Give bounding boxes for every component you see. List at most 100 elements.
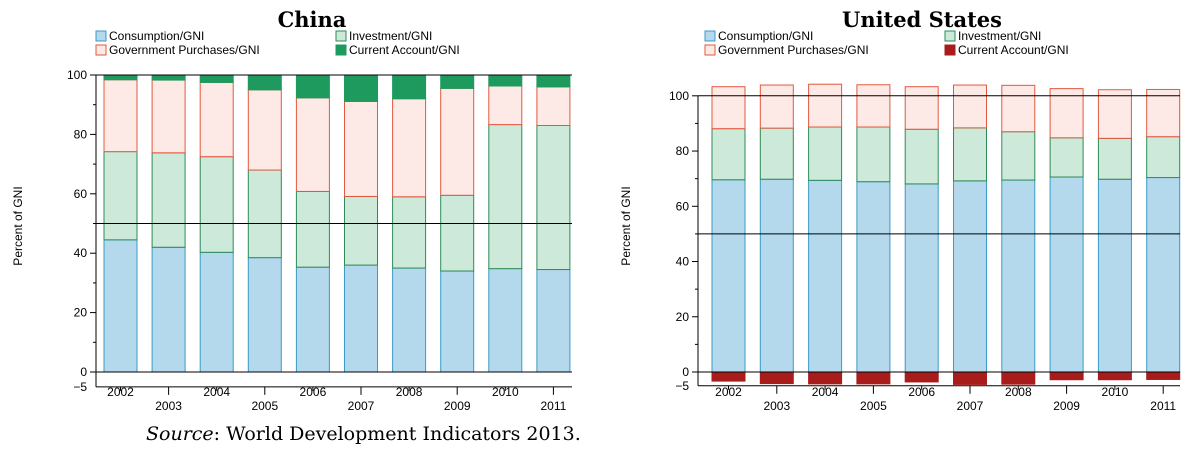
bar-segment (151, 74, 186, 81)
bar-segment (1146, 136, 1181, 179)
legend-entry: Consumption/GNI (109, 29, 204, 43)
legend-swatch (704, 30, 716, 42)
legend-swatch (704, 44, 716, 56)
bar-segment (199, 251, 234, 373)
y-tick-label: 60 (676, 199, 690, 213)
bar-segment (808, 83, 843, 128)
bar-segment (856, 84, 891, 128)
bar-segment (536, 269, 571, 373)
bar-segment (759, 127, 794, 180)
chart-title: United States (842, 7, 1002, 32)
x-tick-label: 2002 (107, 385, 134, 399)
bar-segment (1001, 371, 1036, 385)
bar-segment (711, 128, 746, 181)
bar-segment (392, 98, 427, 198)
y-tick-label: 40 (74, 246, 88, 260)
source-text: : World Development Indicators 2013. (213, 423, 581, 445)
bar-segment (199, 156, 234, 253)
bar-segment (1049, 88, 1084, 139)
bar-segment (488, 74, 523, 87)
x-tick-label: 2009 (1053, 399, 1080, 413)
chart-china: China Consumption/GNI Investment/GNI Govern… (11, 7, 572, 413)
x-tick-label: 2002 (715, 385, 742, 399)
y-tick-label: 100 (67, 68, 87, 82)
legend-entry: Government Purchases/GNI (109, 43, 260, 57)
bar-segment (440, 74, 475, 89)
bar-segment (392, 74, 427, 100)
bar-segment (1049, 371, 1084, 381)
legend-swatch (335, 44, 347, 56)
bar-segment (536, 86, 571, 126)
bar-segment (247, 257, 282, 373)
source-label: Source (146, 423, 214, 445)
bar-segment (199, 74, 234, 83)
x-tick-label: 2005 (251, 399, 278, 413)
x-tick-label: 2007 (957, 399, 984, 413)
bar-segment (711, 179, 746, 373)
chart-title: China (278, 7, 347, 32)
bar-segment (344, 195, 378, 266)
bar-segment (344, 264, 378, 373)
bar-segment (488, 268, 523, 373)
x-tick-label: 2004 (203, 385, 230, 399)
bar-segment (1146, 88, 1181, 138)
bar-segment (103, 239, 138, 373)
bar-segment (295, 190, 330, 268)
bar-segment (1049, 176, 1084, 373)
y-tick-label: −5 (73, 380, 87, 394)
bar-segment (247, 89, 282, 171)
bar-segment (392, 196, 427, 269)
legend-entry: Current Account/GNI (958, 43, 1069, 57)
bar-segment (344, 100, 378, 197)
bar-segment (904, 86, 939, 130)
bar-segment (953, 180, 987, 373)
legend-entry: Consumption/GNI (718, 29, 813, 43)
bar-segment (1097, 178, 1132, 373)
bar-segment (1001, 179, 1036, 373)
bar-segment (536, 124, 571, 271)
bar-segment (488, 85, 523, 126)
y-tick-label: 20 (676, 310, 690, 324)
y-tick-label: 20 (74, 306, 88, 320)
bar-segment (488, 124, 523, 270)
bar-segment (295, 266, 330, 373)
legend-swatch (335, 30, 347, 42)
legend-entry: Government Purchases/GNI (718, 43, 869, 57)
x-tick-label: 2007 (348, 399, 375, 413)
bar-segment (440, 194, 475, 272)
bar-segment (1097, 89, 1132, 139)
bar-segment (1097, 371, 1132, 381)
bar-segment (808, 371, 843, 385)
bar-segment (151, 152, 186, 248)
bar-segment (295, 97, 330, 192)
x-tick-label: 2008 (396, 385, 423, 399)
bar-segment (808, 126, 843, 181)
bar-segment (1001, 131, 1036, 181)
bar-segment (392, 267, 427, 373)
bar-segment (1146, 371, 1181, 380)
legend-swatch (944, 30, 956, 42)
x-tick-label: 2006 (908, 385, 935, 399)
bar-segment (953, 84, 987, 129)
y-tick-label: 0 (80, 365, 87, 379)
y-axis-label: Percent of GNI (619, 186, 633, 265)
bar-segment (344, 74, 378, 102)
bar-segment (808, 179, 843, 373)
x-tick-label: 2011 (540, 399, 566, 413)
figure: China Consumption/GNI Investment/GNI Govern… (11, 7, 1181, 413)
bar-segment (1146, 177, 1181, 373)
bar-segment (904, 183, 939, 373)
bar-segment (759, 178, 794, 373)
x-tick-label: 2003 (763, 399, 790, 413)
y-axis-label: Percent of GNI (11, 186, 25, 265)
bar-segment (103, 74, 138, 81)
x-tick-label: 2011 (1150, 399, 1176, 413)
bar-segment (856, 126, 891, 183)
y-tick-label: 60 (74, 187, 88, 201)
bar-segment (953, 127, 987, 182)
bar-segment (536, 74, 571, 88)
x-tick-label: 2009 (444, 399, 471, 413)
y-tick-label: 0 (682, 365, 689, 379)
x-tick-label: 2006 (300, 385, 327, 399)
bar-segment (440, 270, 475, 373)
